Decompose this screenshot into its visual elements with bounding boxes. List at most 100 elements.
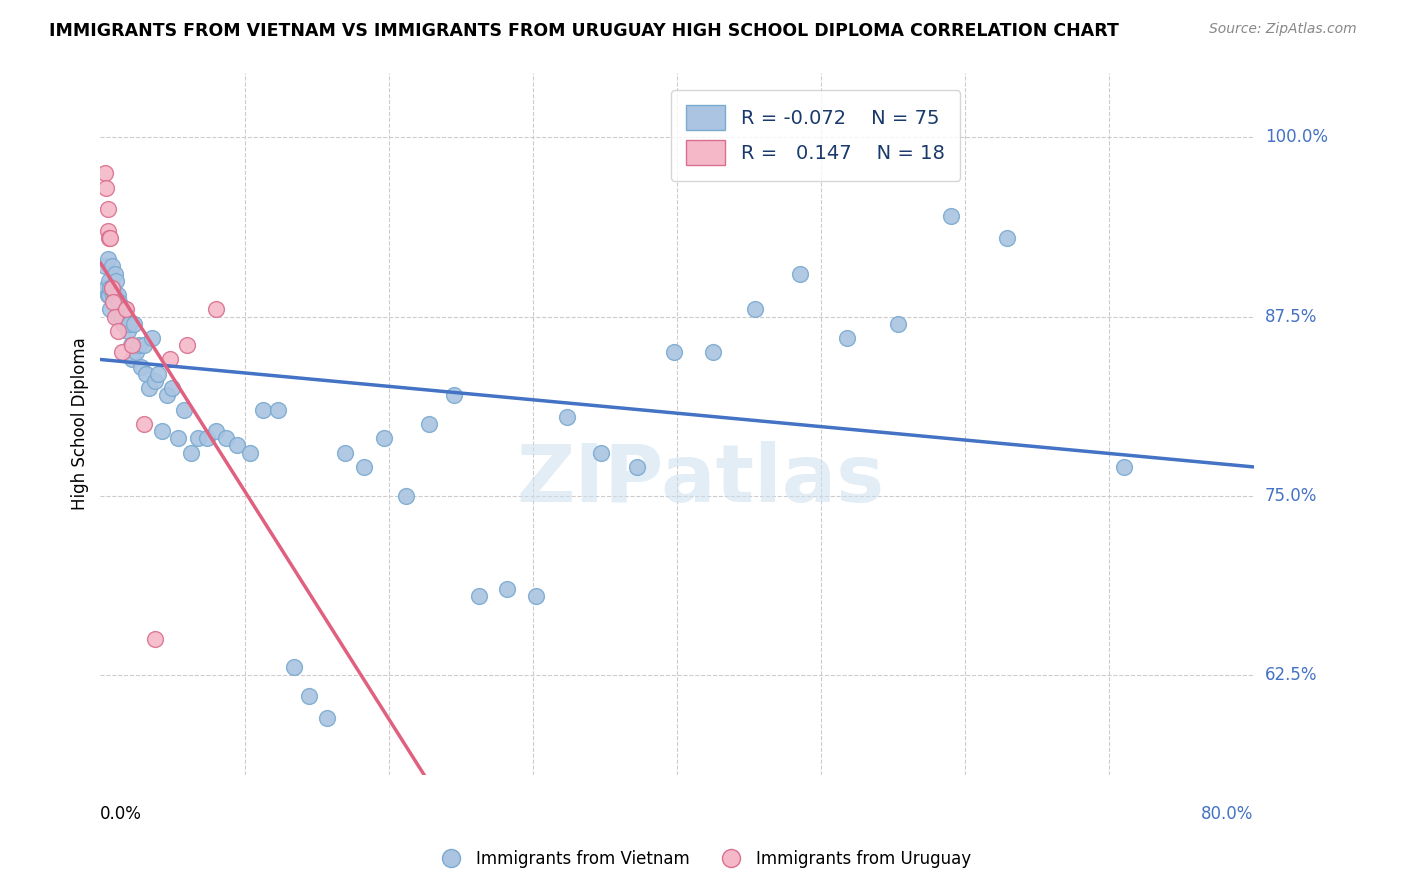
Point bbox=[557, 409, 579, 424]
Point bbox=[117, 324, 139, 338]
Point bbox=[252, 402, 274, 417]
Point bbox=[995, 231, 1018, 245]
Point bbox=[132, 338, 155, 352]
Point bbox=[283, 660, 305, 674]
Text: 87.5%: 87.5% bbox=[1265, 308, 1317, 326]
Point bbox=[204, 302, 226, 317]
Point bbox=[100, 231, 122, 245]
Point bbox=[789, 267, 811, 281]
Point bbox=[121, 338, 143, 352]
Point bbox=[143, 374, 166, 388]
Point bbox=[103, 295, 125, 310]
Point bbox=[176, 338, 198, 352]
Point bbox=[93, 166, 115, 180]
Point bbox=[111, 310, 134, 324]
Text: 62.5%: 62.5% bbox=[1265, 665, 1317, 683]
Point bbox=[335, 445, 357, 459]
Point bbox=[98, 274, 121, 288]
Text: 0.0%: 0.0% bbox=[100, 805, 142, 823]
Point bbox=[239, 445, 262, 459]
Point bbox=[115, 310, 138, 324]
Point bbox=[226, 438, 249, 452]
Point bbox=[97, 223, 120, 237]
Point bbox=[298, 689, 321, 703]
Text: IMMIGRANTS FROM VIETNAM VS IMMIGRANTS FROM URUGUAY HIGH SCHOOL DIPLOMA CORRELATI: IMMIGRANTS FROM VIETNAM VS IMMIGRANTS FR… bbox=[49, 22, 1119, 40]
Point bbox=[101, 281, 124, 295]
Text: 100.0%: 100.0% bbox=[1265, 128, 1327, 146]
Point bbox=[107, 288, 129, 302]
Point bbox=[104, 310, 127, 324]
Point bbox=[98, 231, 121, 245]
Text: 75.0%: 75.0% bbox=[1265, 486, 1317, 505]
Point bbox=[159, 352, 181, 367]
Point bbox=[662, 345, 685, 359]
Point bbox=[94, 180, 117, 194]
Point bbox=[97, 288, 120, 302]
Point bbox=[100, 281, 122, 295]
Point bbox=[156, 388, 179, 402]
Point bbox=[110, 310, 132, 324]
Point bbox=[418, 417, 440, 431]
Point bbox=[146, 367, 169, 381]
Point bbox=[524, 589, 547, 603]
Point bbox=[101, 281, 124, 295]
Point bbox=[744, 302, 766, 317]
Point bbox=[98, 288, 121, 302]
Point bbox=[107, 310, 129, 324]
Point bbox=[195, 431, 218, 445]
Point bbox=[108, 295, 131, 310]
Point bbox=[105, 274, 128, 288]
Point bbox=[373, 431, 395, 445]
Point bbox=[443, 388, 465, 402]
Point bbox=[107, 324, 129, 338]
Legend: R = -0.072    N = 75, R =   0.147    N = 18: R = -0.072 N = 75, R = 0.147 N = 18 bbox=[671, 90, 960, 180]
Point bbox=[135, 367, 157, 381]
Text: ZIPatlas: ZIPatlas bbox=[516, 442, 884, 519]
Point bbox=[589, 445, 612, 459]
Point bbox=[315, 711, 337, 725]
Point bbox=[886, 317, 908, 331]
Point bbox=[103, 281, 125, 295]
Point bbox=[115, 302, 138, 317]
Point bbox=[187, 431, 209, 445]
Point bbox=[104, 288, 127, 302]
Point bbox=[97, 252, 120, 267]
Point bbox=[129, 359, 152, 374]
Point bbox=[395, 489, 418, 503]
Point bbox=[835, 331, 858, 345]
Legend: Immigrants from Vietnam, Immigrants from Uruguay: Immigrants from Vietnam, Immigrants from… bbox=[427, 844, 979, 875]
Point bbox=[1112, 459, 1135, 474]
Text: 80.0%: 80.0% bbox=[1201, 805, 1254, 823]
Text: Source: ZipAtlas.com: Source: ZipAtlas.com bbox=[1209, 22, 1357, 37]
Point bbox=[626, 459, 648, 474]
Point bbox=[128, 338, 150, 352]
Point bbox=[132, 417, 155, 431]
Point bbox=[114, 302, 136, 317]
Y-axis label: High School Diploma: High School Diploma bbox=[72, 337, 89, 510]
Point bbox=[118, 317, 141, 331]
Point bbox=[939, 209, 962, 223]
Point bbox=[204, 424, 226, 438]
Point bbox=[162, 381, 184, 395]
Point bbox=[94, 281, 117, 295]
Point bbox=[93, 260, 115, 274]
Point bbox=[167, 431, 190, 445]
Point bbox=[143, 632, 166, 646]
Point bbox=[120, 338, 142, 352]
Point bbox=[173, 402, 195, 417]
Point bbox=[215, 431, 238, 445]
Point bbox=[121, 352, 143, 367]
Point bbox=[468, 589, 491, 603]
Point bbox=[104, 267, 127, 281]
Point bbox=[100, 302, 122, 317]
Point bbox=[150, 424, 173, 438]
Point bbox=[125, 345, 148, 359]
Point bbox=[180, 445, 202, 459]
Point bbox=[496, 582, 519, 596]
Point bbox=[141, 331, 163, 345]
Point bbox=[122, 317, 145, 331]
Point bbox=[97, 202, 120, 216]
Point bbox=[138, 381, 160, 395]
Point bbox=[112, 317, 135, 331]
Point bbox=[353, 459, 375, 474]
